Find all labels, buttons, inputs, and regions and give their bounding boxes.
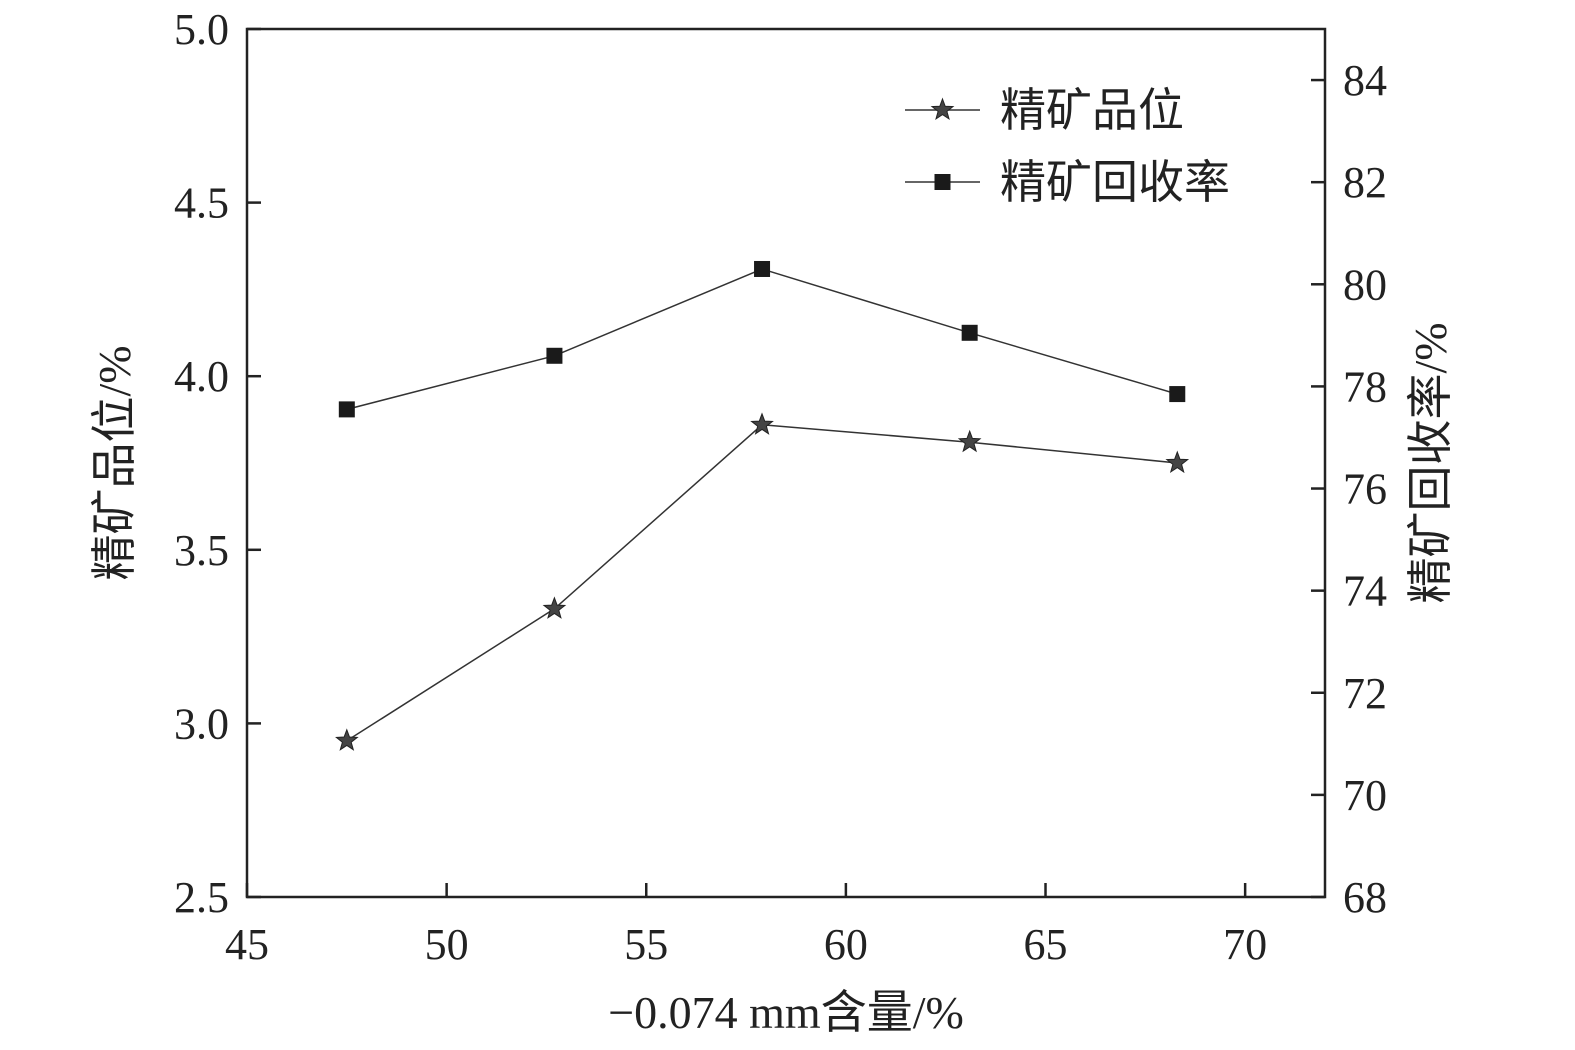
y-right-tick-label: 82 xyxy=(1343,158,1387,207)
data-point-star xyxy=(957,429,982,453)
data-point-square xyxy=(754,260,771,277)
x-tick-label: 60 xyxy=(824,920,868,969)
y-right-tick-label: 68 xyxy=(1343,873,1387,922)
series-layer xyxy=(335,260,1190,751)
data-point-star xyxy=(335,728,359,751)
legend-label: 精矿品位 xyxy=(1000,85,1184,136)
data-point-square xyxy=(338,401,355,418)
y-axis-left-title: 精矿品位/% xyxy=(89,345,140,580)
y-right-tick-label: 74 xyxy=(1343,567,1387,616)
x-tick-label: 70 xyxy=(1223,920,1267,969)
data-point-square xyxy=(961,324,978,341)
y-axis-right: 68 70 72 74 76 78 80 82 84 xyxy=(1311,56,1387,922)
y-right-tick-label: 84 xyxy=(1343,56,1387,105)
y-left-tick-label: 3.5 xyxy=(174,526,229,575)
data-point-square xyxy=(546,347,563,364)
y-axis-left: 2.5 3.0 3.5 4.0 4.5 5.0 xyxy=(174,5,261,922)
y-left-tick-label: 2.5 xyxy=(174,873,229,922)
plot-area xyxy=(245,27,1327,899)
y-left-tick-label: 3.0 xyxy=(174,699,229,748)
y-axis-right-title: 精矿回收率/% xyxy=(1405,322,1456,603)
legend-label: 精矿回收率 xyxy=(1000,157,1230,208)
data-point-square xyxy=(1169,386,1186,403)
x-tick-label: 45 xyxy=(225,920,269,969)
y-left-tick-label: 4.0 xyxy=(174,352,229,401)
x-tick-label: 55 xyxy=(624,920,668,969)
x-tick-label: 50 xyxy=(425,920,469,969)
x-axis: 45 50 55 60 65 70 xyxy=(225,883,1267,969)
y-left-tick-label: 4.5 xyxy=(174,179,229,228)
legend-marker-star xyxy=(930,97,955,121)
legend-marker-square xyxy=(934,174,951,190)
x-tick-label: 65 xyxy=(1024,920,1068,969)
y-right-tick-label: 72 xyxy=(1343,669,1387,718)
y-right-tick-label: 70 xyxy=(1343,771,1387,820)
y-left-tick-label: 5.0 xyxy=(174,5,229,54)
y-right-tick-label: 80 xyxy=(1343,260,1387,309)
x-axis-title: −0.074 mm含量/% xyxy=(608,987,964,1038)
series-line-2 xyxy=(346,268,1178,411)
series-line-1 xyxy=(346,424,1178,742)
data-point-star xyxy=(750,412,774,435)
data-point-star xyxy=(542,596,567,619)
y-right-tick-label: 76 xyxy=(1343,465,1387,514)
y-right-tick-label: 78 xyxy=(1343,362,1387,411)
data-point-star xyxy=(1165,450,1190,474)
